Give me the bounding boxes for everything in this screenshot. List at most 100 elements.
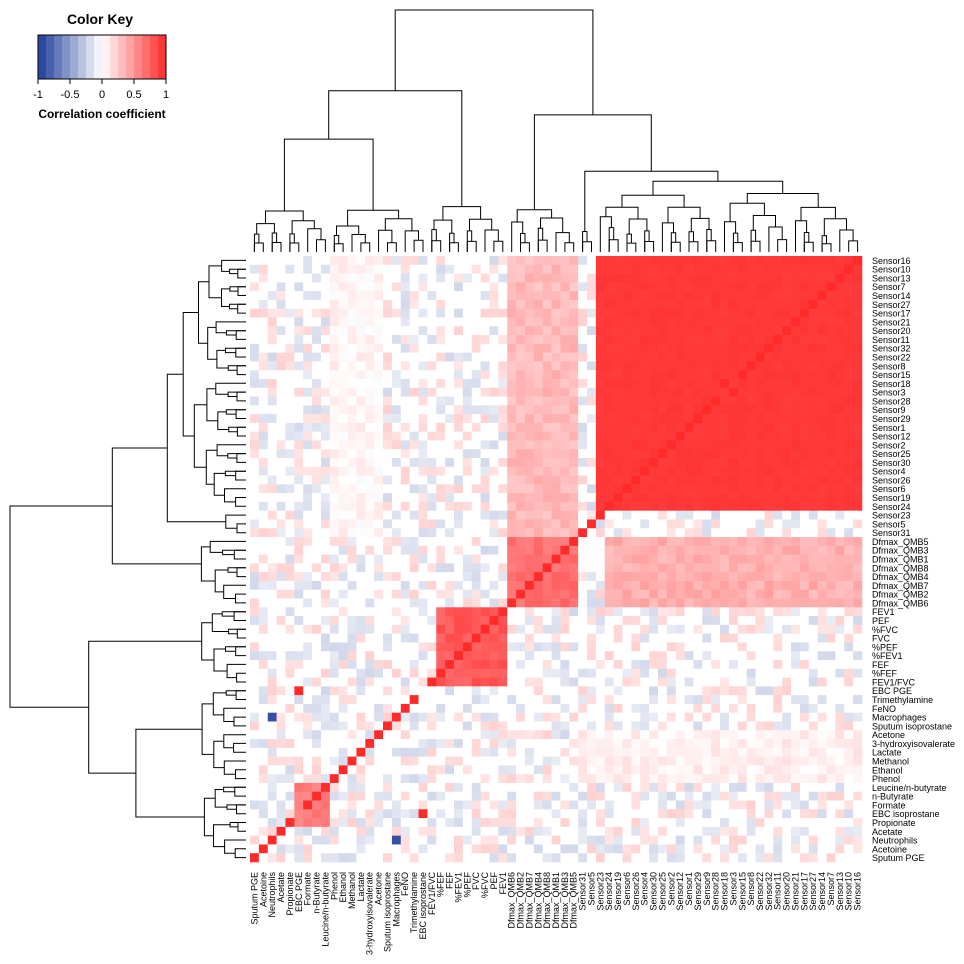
heatmap-cell bbox=[658, 352, 668, 362]
heatmap-cell bbox=[524, 818, 535, 828]
heatmap-cell bbox=[658, 633, 668, 643]
heatmap-cell bbox=[445, 537, 455, 547]
dendrogram-branch bbox=[214, 569, 228, 593]
heatmap-cell bbox=[285, 835, 295, 845]
heatmap-cell bbox=[569, 686, 579, 696]
heatmap-cell bbox=[427, 343, 437, 353]
heatmap-cell bbox=[285, 352, 295, 362]
heatmap-cell bbox=[356, 545, 366, 555]
heatmap-cell bbox=[533, 273, 543, 283]
heatmap-cell bbox=[791, 563, 801, 573]
heatmap-cell bbox=[702, 791, 712, 801]
heatmap-cell bbox=[649, 519, 659, 529]
heatmap-cell bbox=[720, 826, 730, 836]
heatmap-cell bbox=[276, 291, 286, 301]
heatmap-cell bbox=[409, 475, 419, 485]
heatmap-cell bbox=[400, 308, 410, 318]
heatmap-cell bbox=[853, 554, 863, 564]
heatmap-cell bbox=[853, 501, 863, 511]
heatmap-cell bbox=[587, 844, 597, 854]
heatmap-cell bbox=[844, 343, 854, 353]
heatmap-cell bbox=[329, 440, 339, 450]
heatmap-cell bbox=[551, 686, 561, 696]
heatmap-cell bbox=[329, 844, 339, 854]
heatmap-cell bbox=[782, 607, 792, 617]
heatmap-cell bbox=[250, 335, 260, 345]
heatmap-cell bbox=[480, 633, 490, 643]
heatmap-cell bbox=[507, 747, 517, 757]
heatmap-cell bbox=[285, 264, 295, 274]
heatmap-cell bbox=[320, 660, 331, 670]
heatmap-cell bbox=[383, 422, 393, 432]
heatmap-cell bbox=[773, 800, 783, 810]
heatmap-cell bbox=[737, 730, 747, 740]
heatmap-cell bbox=[666, 458, 677, 468]
heatmap-cell bbox=[658, 651, 668, 661]
heatmap-cell bbox=[356, 703, 366, 713]
heatmap-cell bbox=[338, 282, 348, 292]
heatmap-cell bbox=[782, 756, 792, 766]
heatmap-cell bbox=[356, 835, 366, 845]
heatmap-cell bbox=[436, 703, 446, 713]
heatmap-cell bbox=[791, 774, 801, 784]
heatmap-cell bbox=[711, 818, 721, 828]
heatmap-cell bbox=[445, 624, 455, 634]
heatmap-cell bbox=[427, 756, 437, 766]
heatmap-cell bbox=[507, 633, 517, 643]
heatmap-cell bbox=[285, 317, 295, 327]
row-label: Sensor16 bbox=[872, 256, 911, 266]
heatmap-cell bbox=[498, 712, 508, 722]
heatmap-cell bbox=[737, 712, 747, 722]
heatmap-cell bbox=[560, 598, 570, 608]
heatmap-cell bbox=[693, 370, 703, 380]
heatmap-cell bbox=[640, 765, 650, 775]
heatmap-cell bbox=[258, 352, 269, 362]
heatmap-cell bbox=[462, 589, 473, 599]
heatmap-cell bbox=[294, 370, 304, 380]
heatmap-cell bbox=[294, 589, 304, 599]
heatmap-cell bbox=[533, 826, 543, 836]
heatmap-cell bbox=[675, 282, 685, 292]
heatmap-cell bbox=[764, 695, 774, 705]
heatmap-cell bbox=[471, 712, 481, 722]
heatmap-cell bbox=[746, 800, 756, 810]
heatmap-cell bbox=[613, 458, 623, 468]
heatmap-cell bbox=[782, 475, 792, 485]
heatmap-cell bbox=[267, 826, 277, 836]
heatmap-cell bbox=[666, 387, 677, 397]
heatmap-cell bbox=[560, 739, 570, 749]
heatmap-cell bbox=[720, 528, 730, 538]
heatmap-cell bbox=[462, 774, 473, 784]
heatmap-cell bbox=[675, 264, 685, 274]
heatmap-cell bbox=[551, 431, 561, 441]
heatmap-cell bbox=[649, 370, 659, 380]
heatmap-cell bbox=[808, 519, 818, 529]
heatmap-cell bbox=[507, 791, 517, 801]
heatmap-cell bbox=[782, 405, 792, 415]
heatmap-cell bbox=[782, 264, 792, 274]
heatmap-cell bbox=[622, 493, 632, 503]
heatmap-cell bbox=[329, 282, 339, 292]
heatmap-cell bbox=[631, 256, 641, 266]
heatmap-cell bbox=[817, 791, 827, 801]
heatmap-cell bbox=[826, 370, 836, 380]
heatmap-cell bbox=[808, 677, 818, 687]
heatmap-cell bbox=[294, 809, 304, 819]
heatmap-cell bbox=[640, 554, 650, 564]
heatmap-cell bbox=[808, 844, 818, 854]
heatmap-cell bbox=[383, 537, 393, 547]
heatmap-cell bbox=[595, 826, 606, 836]
heatmap-cell bbox=[675, 642, 685, 652]
heatmap-cell bbox=[250, 598, 260, 608]
heatmap-cell bbox=[320, 730, 331, 740]
heatmap-cell bbox=[320, 396, 331, 406]
heatmap-cell bbox=[462, 484, 473, 494]
heatmap-cell bbox=[728, 721, 739, 731]
heatmap-cell bbox=[587, 493, 597, 503]
heatmap-cell bbox=[374, 414, 384, 424]
heatmap-cell bbox=[400, 580, 410, 591]
heatmap-cell bbox=[498, 747, 508, 757]
heatmap-cell bbox=[320, 589, 331, 599]
heatmap-cell bbox=[613, 335, 623, 345]
heatmap-cell bbox=[383, 686, 393, 696]
